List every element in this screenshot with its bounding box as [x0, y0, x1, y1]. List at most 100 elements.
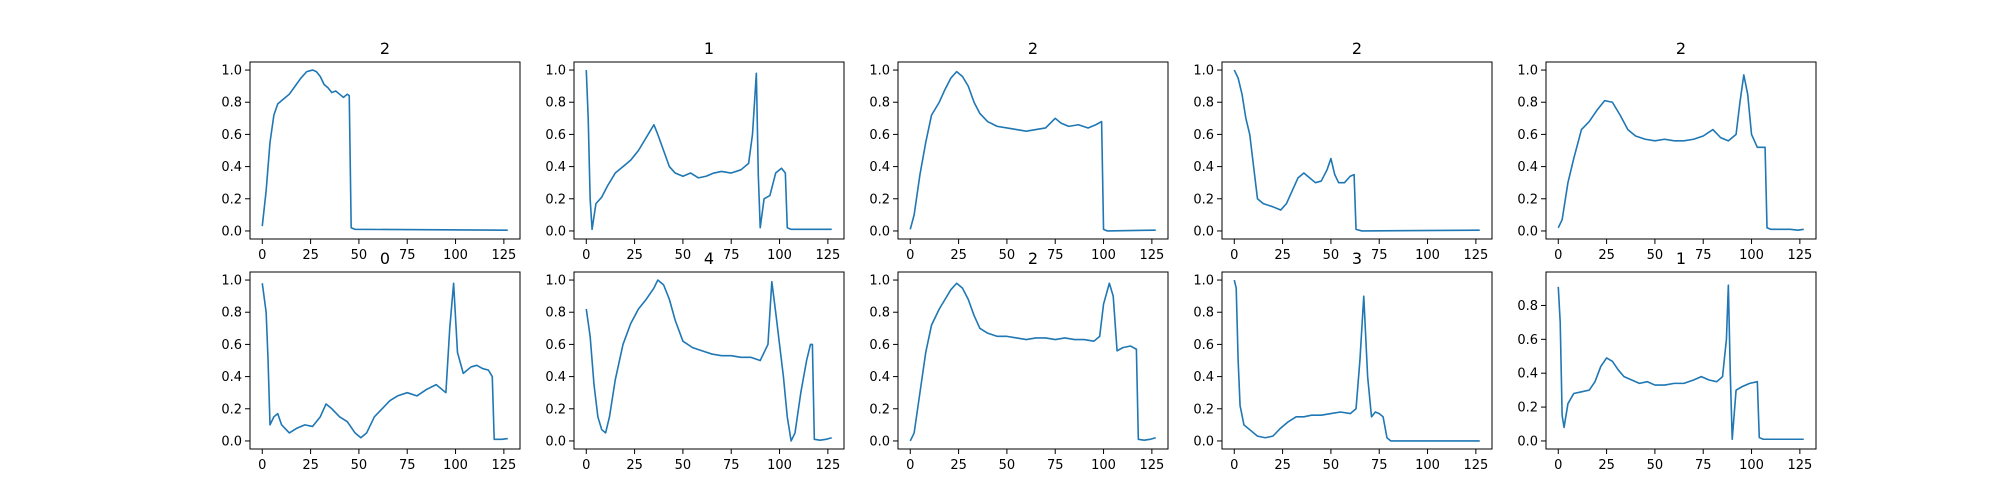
- x-tick-label: 125: [1139, 458, 1164, 473]
- x-tick-label: 75: [1695, 458, 1712, 473]
- y-tick-label: 0.0: [1517, 434, 1538, 449]
- y-tick-label: 0.8: [1193, 96, 1214, 111]
- x-tick-label: 125: [1463, 458, 1488, 473]
- x-tick-label: 0: [1554, 458, 1562, 473]
- x-tick-label: 125: [491, 458, 516, 473]
- x-tick-label: 50: [1647, 458, 1664, 473]
- x-tick-label: 50: [999, 248, 1016, 263]
- y-tick-label: 0.8: [869, 306, 890, 321]
- axes-frame: [1545, 61, 1817, 240]
- x-tick-label: 25: [1598, 458, 1615, 473]
- x-tick-label: 125: [1463, 248, 1488, 263]
- y-tick-label: 1.0: [869, 64, 890, 79]
- y-tick-label: 0.4: [221, 160, 242, 175]
- x-tick-label: 125: [815, 248, 840, 263]
- axes-frame: [897, 271, 1169, 450]
- x-tick-label: 25: [302, 458, 319, 473]
- x-tick-label: 50: [675, 248, 692, 263]
- y-tick-label: 0.4: [1193, 370, 1214, 385]
- x-tick-label: 75: [399, 248, 416, 263]
- y-tick-label: 0.6: [1193, 128, 1214, 143]
- y-tick-label: 0.0: [1193, 224, 1214, 239]
- x-tick-label: 75: [1371, 248, 1388, 263]
- y-tick-label: 1.0: [1193, 64, 1214, 79]
- x-tick-label: 75: [1371, 458, 1388, 473]
- y-tick-label: 0.4: [869, 160, 890, 175]
- axes-frame: [249, 271, 521, 450]
- y-tick-label: 0.6: [545, 338, 566, 353]
- y-tick-label: 0.4: [221, 370, 242, 385]
- x-tick-label: 100: [1091, 248, 1116, 263]
- series-line: [1233, 69, 1480, 232]
- x-tick-label: 25: [1274, 248, 1291, 263]
- subplot-title: 2: [1028, 249, 1038, 268]
- x-tick-label: 50: [1323, 248, 1340, 263]
- x-tick-label: 75: [723, 248, 740, 263]
- x-tick-label: 125: [491, 248, 516, 263]
- x-tick-label: 25: [950, 248, 967, 263]
- y-tick-label: 0.4: [1517, 160, 1538, 175]
- y-tick-label: 0.2: [869, 402, 890, 417]
- x-tick-label: 75: [1047, 458, 1064, 473]
- subplot-title: 3: [1352, 249, 1362, 268]
- axes-frame: [573, 271, 845, 450]
- subplot-title: 2: [1028, 39, 1038, 58]
- y-tick-label: 0.2: [1517, 401, 1538, 416]
- x-tick-label: 75: [723, 458, 740, 473]
- x-tick-label: 100: [767, 458, 792, 473]
- y-tick-label: 0.2: [1193, 402, 1214, 417]
- y-tick-label: 0.6: [1517, 333, 1538, 348]
- x-tick-label: 0: [1554, 248, 1562, 263]
- y-tick-label: 0.4: [869, 370, 890, 385]
- series-line: [585, 70, 832, 231]
- axes-frame: [897, 61, 1169, 240]
- x-tick-label: 100: [443, 248, 468, 263]
- subplot-2: 1 0 25 50 75 100 125 0.0 0.2 0.4 0.6 0.8 1.0: [545, 39, 845, 263]
- series-line: [909, 282, 1156, 442]
- series-line: [585, 279, 832, 442]
- y-tick-label: 0.6: [869, 128, 890, 143]
- x-tick-label: 0: [1230, 458, 1238, 473]
- y-tick-label: 0.8: [221, 96, 242, 111]
- y-tick-label: 1.0: [545, 274, 566, 289]
- y-tick-label: 0.6: [1193, 338, 1214, 353]
- subplot-8: 2 0 25 50 75 100 125 0.0 0.2 0.4 0.6 0.8 1.0: [869, 249, 1169, 473]
- y-tick-label: 0.2: [221, 192, 242, 207]
- y-tick-label: 0.2: [1193, 192, 1214, 207]
- x-tick-label: 100: [1739, 458, 1764, 473]
- subplot-10: 1 0 25 50 75 100 125 0.0 0.2 0.4 0.6 0.8: [1517, 249, 1817, 473]
- subplot-title: 1: [704, 39, 714, 58]
- x-tick-label: 100: [1091, 458, 1116, 473]
- series-line: [1233, 279, 1480, 442]
- x-tick-label: 50: [999, 458, 1016, 473]
- y-tick-label: 0.0: [1517, 224, 1538, 239]
- x-tick-label: 100: [1415, 248, 1440, 263]
- x-tick-label: 0: [582, 248, 590, 263]
- x-tick-label: 50: [351, 248, 368, 263]
- x-tick-label: 0: [1230, 248, 1238, 263]
- x-tick-label: 125: [1139, 248, 1164, 263]
- y-tick-label: 0.8: [221, 306, 242, 321]
- y-tick-label: 0.2: [221, 402, 242, 417]
- series-line: [909, 70, 1156, 232]
- y-tick-label: 0.8: [869, 96, 890, 111]
- series-line: [1557, 74, 1804, 231]
- subplot-6: 0 0 25 50 75 100 125 0.0 0.2 0.4 0.6 0.8 1.0: [221, 249, 521, 473]
- x-tick-label: 50: [675, 458, 692, 473]
- x-tick-label: 0: [906, 248, 914, 263]
- subplot-title: 0: [380, 249, 390, 268]
- subplot-title: 1: [1676, 249, 1686, 268]
- subplot-9: 3 0 25 50 75 100 125 0.0 0.2 0.4 0.6 0.8 1.0: [1193, 249, 1493, 473]
- y-tick-label: 0.8: [545, 306, 566, 321]
- axes-frame: [573, 61, 845, 240]
- subplot-7: 4 0 25 50 75 100 125 0.0 0.2 0.4 0.6 0.8 1.0: [545, 249, 845, 473]
- y-tick-label: 0.0: [221, 224, 242, 239]
- subplot-3: 2 0 25 50 75 100 125 0.0 0.2 0.4 0.6 0.8 1.0: [869, 39, 1169, 263]
- y-tick-label: 0.8: [545, 96, 566, 111]
- y-tick-label: 1.0: [545, 64, 566, 79]
- y-tick-label: 1.0: [869, 274, 890, 289]
- x-tick-label: 125: [1787, 248, 1812, 263]
- y-tick-label: 0.6: [1517, 128, 1538, 143]
- y-tick-label: 1.0: [1517, 64, 1538, 79]
